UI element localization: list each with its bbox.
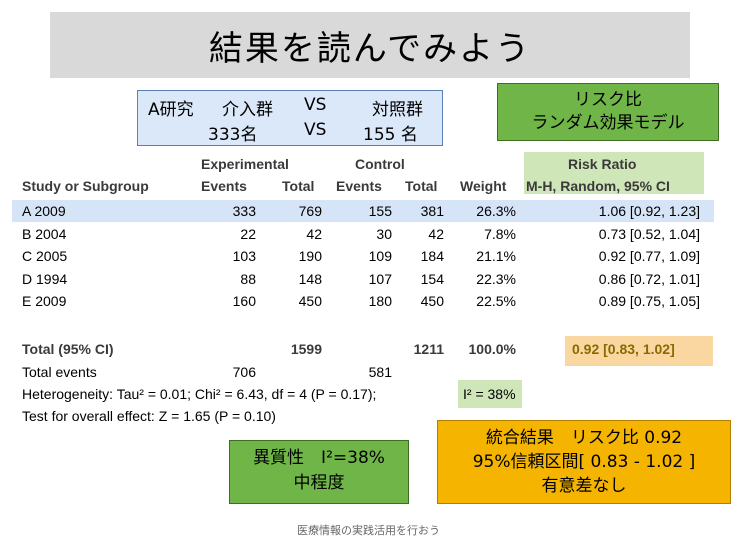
pooled-result-line3: 有意差なし	[541, 476, 627, 496]
cell-weight: 22.3%	[476, 270, 516, 287]
total-events-label: Total events	[22, 364, 97, 380]
model-box-line1: リスク比	[574, 90, 642, 110]
cell-c-events: 180	[368, 293, 392, 309]
risk-ratio-header-highlight	[524, 152, 704, 194]
cell-c-total: 184	[420, 248, 444, 264]
header-c-total: Total	[405, 178, 438, 194]
cell-c-events: 30	[376, 225, 392, 242]
cell-e-total: 42	[306, 225, 322, 242]
pooled-result-line1: 統合結果 リスク比 0.92	[485, 428, 683, 448]
slide-title: 結果を読んでみよう	[50, 12, 690, 78]
overall-effect-text: Test for overall effect: Z = 1.65 (P = 0…	[22, 408, 276, 424]
header-e-events: Events	[201, 178, 247, 194]
cell-weight: 26.3%	[476, 203, 516, 219]
cell-e-total: 148	[298, 270, 322, 287]
cell-e-total: 190	[298, 248, 322, 264]
total-events-e: 706	[232, 364, 256, 380]
header-control: Control	[355, 156, 405, 172]
cell-e-events: 333	[232, 203, 256, 219]
cell-study: D 1994	[22, 270, 68, 287]
heterogeneity-box-line1: 異質性 I²=38%	[253, 448, 385, 468]
cell-study: B 2004	[22, 225, 67, 242]
row-a-highlight	[12, 200, 714, 222]
heterogeneity-text: Heterogeneity: Tau² = 0.01; Chi² = 6.43,…	[22, 386, 377, 402]
header-experimental: Experimental	[201, 156, 289, 172]
info-control-count: 155 名	[363, 125, 418, 145]
model-box: リスク比 ランダム効果モデル	[497, 83, 719, 141]
heterogeneity-box: 異質性 I²=38% 中程度	[229, 440, 409, 504]
cell-e-total: 450	[298, 293, 322, 309]
model-box-line2: ランダム効果モデル	[531, 113, 685, 133]
cell-c-events: 109	[368, 248, 392, 264]
cell-study: C 2005	[22, 248, 68, 264]
cell-study: A 2009	[22, 203, 66, 219]
cell-risk-ratio: 0.92 [0.77, 1.09]	[598, 248, 700, 264]
study-a-info-box: A研究 介入群 VS 対照群 333名 VS 155 名	[137, 90, 443, 146]
i2-text: I² = 38%	[463, 386, 516, 402]
cell-c-total: 381	[420, 203, 444, 219]
total-weight: 100.0%	[468, 341, 516, 357]
cell-e-events: 103	[232, 248, 256, 264]
slide-title-text: 結果を読んでみよう	[208, 28, 532, 69]
header-study: Study or Subgroup	[22, 178, 149, 194]
pooled-result-line2: 95%信頼区間[ 0.83 - 1.02 ]	[472, 452, 696, 472]
cell-c-total: 154	[420, 270, 444, 287]
header-weight: Weight	[460, 178, 507, 194]
pooled-result-box: 統合結果 リスク比 0.92 95%信頼区間[ 0.83 - 1.02 ] 有意…	[437, 420, 731, 504]
cell-e-events: 22	[240, 225, 256, 242]
slide-footer: 医療情報の実践活用を行おう	[297, 524, 440, 537]
info-intervention-label: 介入群	[222, 100, 273, 120]
total-e-total: 1599	[290, 341, 322, 357]
total-c-total: 1211	[413, 341, 444, 357]
info-intervention-count: 333名	[208, 125, 258, 145]
total-label: Total (95% CI)	[22, 341, 114, 357]
info-vs-2: VS	[304, 120, 327, 140]
cell-e-events: 160	[232, 293, 256, 309]
cell-risk-ratio: 0.86 [0.72, 1.01]	[598, 270, 700, 287]
cell-e-events: 88	[240, 270, 256, 287]
header-method: M-H, Random, 95% CI	[526, 178, 670, 194]
header-e-total: Total	[282, 178, 315, 194]
cell-c-total: 42	[428, 225, 444, 242]
i2-highlight	[458, 380, 522, 408]
cell-weight: 7.8%	[484, 225, 516, 242]
total-events-c: 581	[368, 364, 392, 380]
total-rr: 0.92 [0.83, 1.02]	[572, 341, 675, 357]
info-study-label: A研究	[148, 100, 194, 120]
total-rr-highlight	[565, 336, 713, 366]
cell-c-events: 107	[368, 270, 392, 287]
cell-risk-ratio: 1.06 [0.92, 1.23]	[598, 203, 700, 219]
header-c-events: Events	[336, 178, 382, 194]
cell-e-total: 769	[298, 203, 322, 219]
cell-risk-ratio: 0.89 [0.75, 1.05]	[598, 293, 700, 309]
cell-weight: 22.5%	[476, 293, 516, 309]
cell-risk-ratio: 0.73 [0.52, 1.04]	[598, 225, 700, 242]
cell-study: E 2009	[22, 293, 67, 309]
cell-c-events: 155	[368, 203, 392, 219]
info-control-label: 対照群	[372, 100, 423, 120]
info-vs-1: VS	[304, 95, 327, 115]
header-risk-ratio: Risk Ratio	[568, 156, 637, 172]
heterogeneity-box-line2: 中程度	[293, 473, 345, 493]
cell-c-total: 450	[420, 293, 444, 309]
cell-weight: 21.1%	[476, 248, 516, 264]
